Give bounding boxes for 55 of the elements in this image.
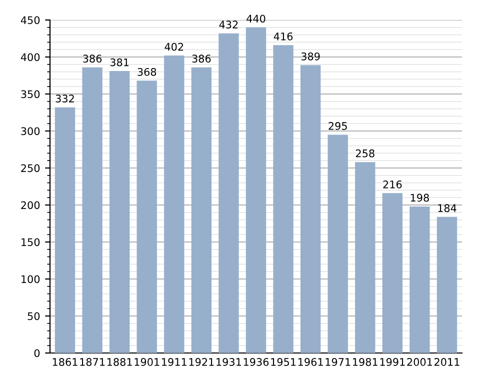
x-tick-label: 1861 xyxy=(52,358,78,366)
bar xyxy=(436,216,458,353)
data-label: 368 xyxy=(138,68,156,76)
bar xyxy=(164,56,184,353)
y-tick-label: 150 xyxy=(22,238,40,246)
y-tick-label: 300 xyxy=(21,127,40,136)
bar xyxy=(382,193,403,353)
data-label: 198 xyxy=(410,194,429,202)
x-tick-label: 1971 xyxy=(326,358,350,366)
data-label: 258 xyxy=(356,149,374,158)
y-tick-label: 0 xyxy=(34,349,40,358)
x-tick-label: 1921 xyxy=(189,358,214,366)
y-tick-label: 450 xyxy=(20,16,40,24)
bar xyxy=(273,45,294,353)
x-tick-label: 1881 xyxy=(107,358,132,366)
x-tick-label: 1931 xyxy=(216,358,242,366)
bar xyxy=(300,65,321,353)
x-tick-label: 1911 xyxy=(162,358,186,366)
bar xyxy=(136,80,157,353)
y-tick-label: 400 xyxy=(20,53,40,62)
x-tick-label: 1901 xyxy=(134,358,160,366)
x-tick-label: 2011 xyxy=(434,358,460,366)
data-label: 416 xyxy=(274,32,293,40)
y-tick-label: 200 xyxy=(21,201,40,210)
data-label: 216 xyxy=(383,180,402,188)
x-tick-label: 1961 xyxy=(298,358,323,366)
data-label: 389 xyxy=(301,52,320,60)
x-tick-label: 1981 xyxy=(353,358,378,366)
bar xyxy=(109,71,130,353)
x-tick-label: 1991 xyxy=(380,358,405,366)
data-label: 381 xyxy=(110,58,129,66)
data-label: 440 xyxy=(246,14,266,23)
y-tick-label: 100 xyxy=(22,275,40,284)
data-label: 295 xyxy=(328,122,347,130)
x-tick-label: 1936 xyxy=(244,358,269,366)
data-label: 402 xyxy=(164,42,184,51)
data-label: 386 xyxy=(192,54,211,63)
bar xyxy=(355,162,376,353)
x-tick-label: 1951 xyxy=(271,358,296,366)
data-label: 184 xyxy=(438,204,456,212)
data-label: 332 xyxy=(56,94,74,103)
bar xyxy=(246,27,266,353)
bar xyxy=(328,134,348,353)
bar xyxy=(82,67,102,353)
y-tick-label: 250 xyxy=(21,164,40,172)
bar xyxy=(218,33,239,353)
y-tick-label: 50 xyxy=(28,312,40,320)
bar xyxy=(410,206,430,353)
x-tick-label: 1871 xyxy=(80,358,105,366)
x-tick-label: 2001 xyxy=(407,358,432,366)
y-tick-label: 350 xyxy=(21,90,40,98)
bar xyxy=(54,107,76,353)
data-label: 386 xyxy=(83,54,102,63)
data-label: 432 xyxy=(219,20,238,29)
bar xyxy=(191,67,212,353)
